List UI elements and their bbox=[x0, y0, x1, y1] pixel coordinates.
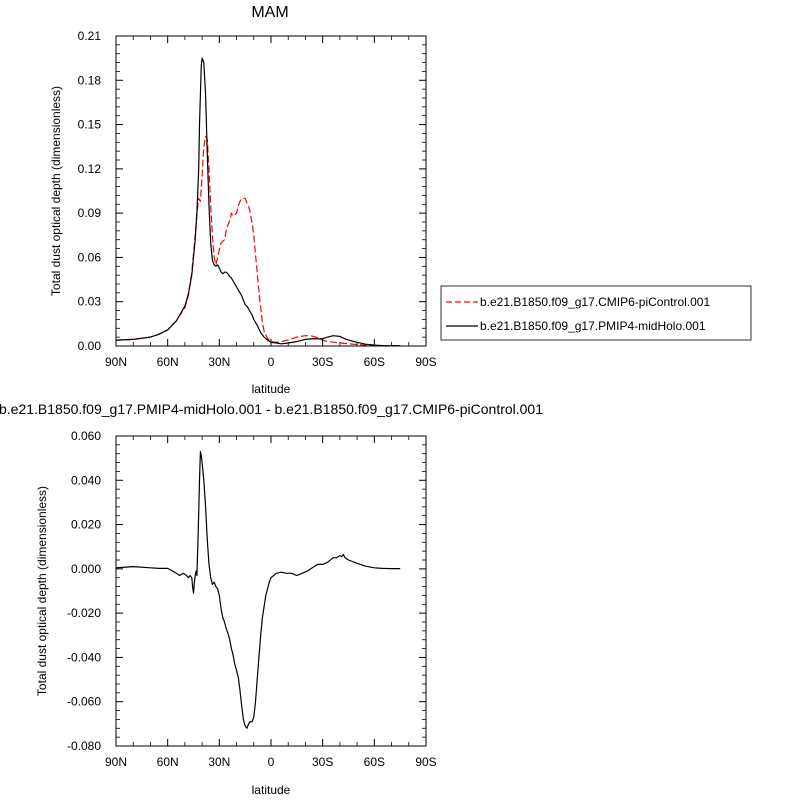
bottom-panel-ticks: 90N 60N 30N 0 30S 60S 90S -0.080 -0.060 -0.040 -0.… bbox=[67, 429, 437, 769]
top-series-line-1 bbox=[115, 57, 401, 347]
top-x-tick-label: 30N bbox=[208, 355, 230, 369]
top-y-tick-label: 0.06 bbox=[78, 250, 102, 264]
top-series-line-0 bbox=[115, 135, 401, 347]
top-y-tick-label: 0.15 bbox=[78, 118, 102, 132]
top-y-tick-label: 0.12 bbox=[78, 162, 102, 176]
bottom-panel-title: b.e21.B1850.f09_g17.PMIP4-midHolo.001 - … bbox=[0, 401, 543, 417]
bottom-x-tick-label: 30S bbox=[312, 755, 333, 769]
bottom-y-tick-label: -0.060 bbox=[67, 695, 101, 709]
bottom-y-tick-label: 0.000 bbox=[71, 562, 101, 576]
bottom-panel: b.e21.B1850.f09_g17.PMIP4-midHolo.001 - … bbox=[0, 401, 543, 797]
top-x-tick-label: 60S bbox=[364, 355, 385, 369]
top-panel-xlabel: latitude bbox=[252, 382, 291, 396]
bottom-series-line-0 bbox=[115, 450, 401, 729]
top-x-tick-label: 0 bbox=[268, 355, 275, 369]
bottom-x-tick-label: 30N bbox=[208, 755, 230, 769]
legend-box bbox=[440, 285, 752, 341]
bottom-panel-frame bbox=[115, 435, 427, 747]
bottom-x-tick-label: 60N bbox=[157, 755, 179, 769]
top-panel-frame bbox=[115, 35, 427, 347]
legend-label-midholo: b.e21.B1850.f09_g17.PMIP4-midHolo.001 bbox=[480, 319, 706, 333]
top-panel-title: MAM bbox=[251, 4, 288, 21]
bottom-panel-xlabel: latitude bbox=[252, 783, 291, 797]
top-x-tick-label: 90N bbox=[105, 355, 127, 369]
bottom-x-tick-label: 90S bbox=[415, 755, 436, 769]
top-x-tick-label: 60N bbox=[157, 355, 179, 369]
bottom-x-tick-label: 0 bbox=[268, 755, 275, 769]
bottom-y-tick-label: -0.020 bbox=[67, 606, 101, 620]
top-y-tick-label: 0.03 bbox=[78, 295, 102, 309]
top-y-tick-label: 0.18 bbox=[78, 73, 102, 87]
bottom-panel-ylabel: Total dust optical depth (dimensionless) bbox=[35, 486, 49, 696]
bottom-x-tick-label: 60S bbox=[364, 755, 385, 769]
top-panel-ticks: 90N 60N 30N 0 30S 60S 90S 0.00 0.03 0.06 0.09 0.12 0… bbox=[78, 29, 437, 369]
top-x-tick-label: 90S bbox=[415, 355, 436, 369]
top-y-tick-label: 0.09 bbox=[78, 206, 102, 220]
top-panel: MAM 90N 60N 30N 0 30S 60S 90S 0.00 0.03 0.06 0.09 0… bbox=[49, 4, 437, 396]
bottom-y-tick-label: 0.040 bbox=[71, 473, 101, 487]
top-y-tick-label: 0.21 bbox=[78, 29, 102, 43]
top-panel-ylabel: Total dust optical depth (dimensionless) bbox=[49, 86, 63, 296]
top-y-tick-label: 0.00 bbox=[78, 339, 102, 353]
legend-label-picontrol: b.e21.B1850.f09_g17.CMIP6-piControl.001 bbox=[480, 295, 710, 309]
legend: b.e21.B1850.f09_g17.CMIP6-piControl.001 … bbox=[440, 285, 752, 341]
top-panel-lines bbox=[115, 57, 401, 347]
bottom-y-tick-label: -0.080 bbox=[67, 739, 101, 753]
bottom-x-tick-label: 90N bbox=[105, 755, 127, 769]
top-x-tick-label: 30S bbox=[312, 355, 333, 369]
bottom-y-tick-label: 0.060 bbox=[71, 429, 101, 443]
bottom-panel-lines bbox=[115, 450, 401, 729]
bottom-y-tick-label: -0.040 bbox=[67, 650, 101, 664]
bottom-y-tick-label: 0.020 bbox=[71, 518, 101, 532]
